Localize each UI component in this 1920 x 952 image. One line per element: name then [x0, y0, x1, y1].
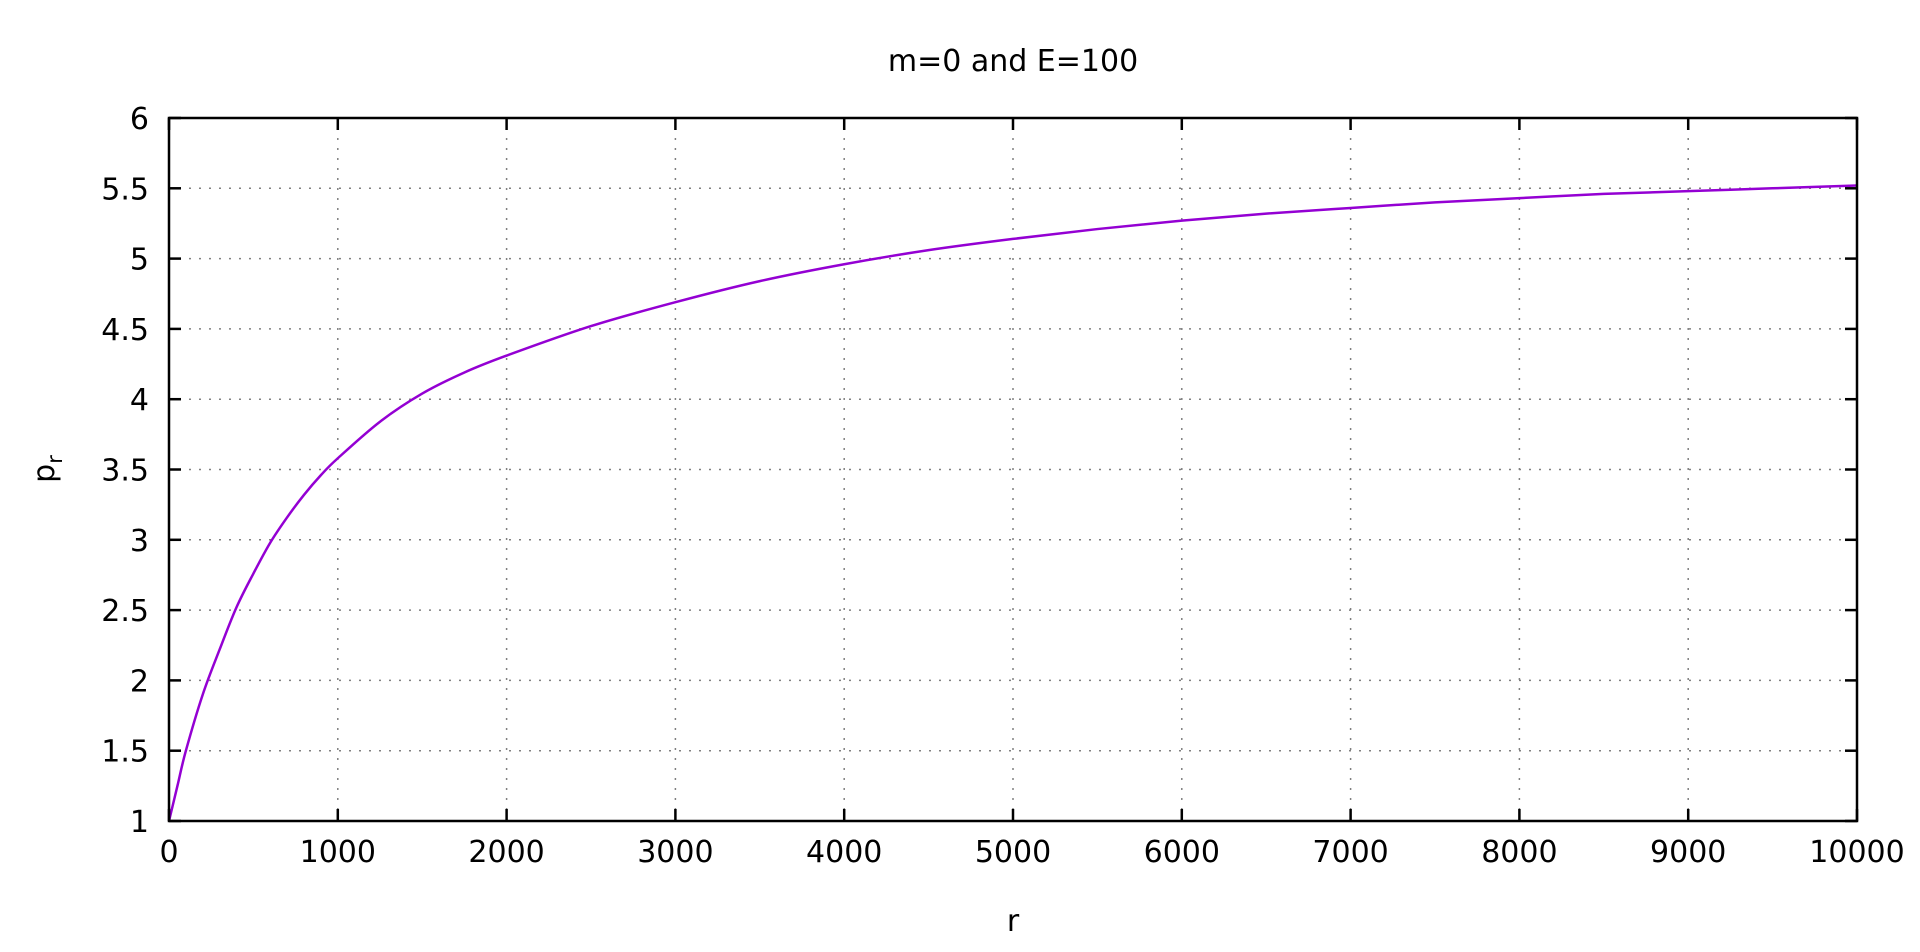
y-tick-label: 3: [130, 524, 149, 559]
y-axis-title-subscript: r: [43, 455, 67, 464]
ticks: [167, 116, 1859, 823]
y-tick-label: 3.5: [101, 454, 149, 489]
y-tick-label: 5: [130, 243, 149, 278]
x-tick-label: 7000: [1312, 835, 1388, 870]
x-tick-label: 0: [159, 835, 178, 870]
x-tick-label: 5000: [975, 835, 1051, 870]
x-axis-title: r: [1007, 904, 1020, 939]
y-tick-label: 2.5: [101, 594, 149, 629]
y-tick-label: 6: [130, 102, 149, 137]
tick-labels: 0 1000 2000 3000 4000 5000 6000 7000 8000 9000 100…: [101, 102, 1904, 870]
series-layer: [167, 184, 1858, 822]
series-line: [167, 184, 1858, 822]
x-tick-label: 4000: [806, 835, 882, 870]
y-axis-title: pr: [27, 455, 67, 483]
y-tick-label: 5.5: [101, 172, 149, 207]
x-tick-label: 1000: [300, 835, 376, 870]
y-tick-label: 1: [130, 805, 149, 840]
chart-title: m=0 and E=100: [888, 44, 1138, 79]
grid: [169, 118, 1857, 821]
y-tick-label: 4.5: [101, 313, 149, 348]
x-tick-label: 2000: [468, 835, 544, 870]
y-tick-label: 4: [130, 383, 149, 418]
y-tick-label: 1.5: [101, 735, 149, 770]
y-tick-label: 2: [130, 664, 149, 699]
x-tick-label: 3000: [637, 835, 713, 870]
x-tick-label: 8000: [1481, 835, 1557, 870]
x-tick-label: 6000: [1144, 835, 1220, 870]
x-tick-label: 9000: [1650, 835, 1726, 870]
y-axis-title-base: p: [27, 464, 62, 483]
x-tick-label: 10000: [1809, 835, 1904, 870]
